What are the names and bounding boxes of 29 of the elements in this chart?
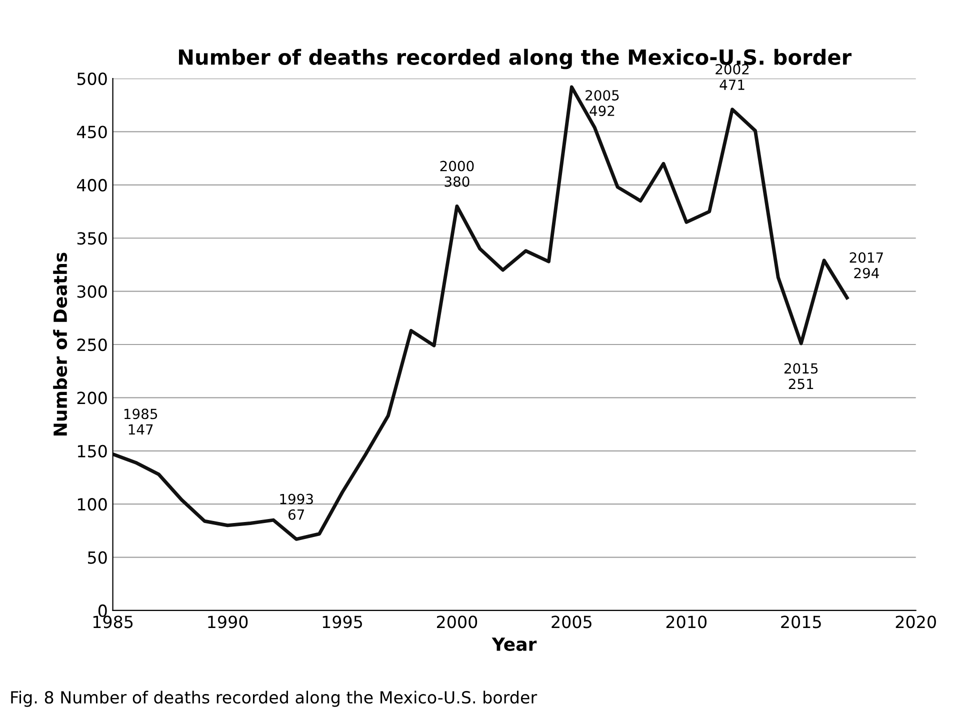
y-tick-label: 500 [77, 72, 107, 86]
y-tick-label: 300 [77, 285, 107, 298]
caption: Fig. 8 Number of deaths recorded along the Mexico-U.S. border [11, 690, 538, 707]
y-tick-label: 0 [98, 604, 107, 618]
x-tick-label: 1985 [93, 616, 133, 628]
y-tick-label: 150 [78, 444, 107, 458]
annotation: 2000 380 [440, 160, 474, 187]
x-axis-title: Year [492, 638, 537, 651]
y-tick-label: 200 [77, 392, 107, 404]
x-tick-label: 1995 [322, 616, 362, 628]
y-tick-label: 100 [78, 498, 107, 511]
y-tick-label: 50 [88, 551, 107, 564]
x-tick-label: 2010 [666, 616, 707, 628]
y-tick-label: 250 [77, 338, 107, 352]
annotation: 2017 294 [850, 252, 883, 278]
y-tick-label: 450 [76, 126, 107, 138]
x-tick-label: 2000 [436, 616, 478, 628]
annotation: 2015 251 [784, 363, 818, 390]
x-tick-label: 1990 [208, 616, 248, 628]
annotation: 1985 147 [124, 408, 158, 435]
y-axis-title: Number of Deaths [53, 252, 68, 436]
annotation: 2002 471 [716, 64, 749, 90]
y-tick-label: 350 [77, 232, 107, 245]
x-tick-label: 2015 [781, 616, 821, 628]
annotation: 1993 67 [280, 494, 313, 520]
x-tick-label: 2020 [896, 616, 936, 628]
y-tick-label: 400 [76, 178, 107, 192]
annotation: 2005 492 [586, 90, 619, 116]
x-tick-label: 2005 [552, 616, 592, 628]
